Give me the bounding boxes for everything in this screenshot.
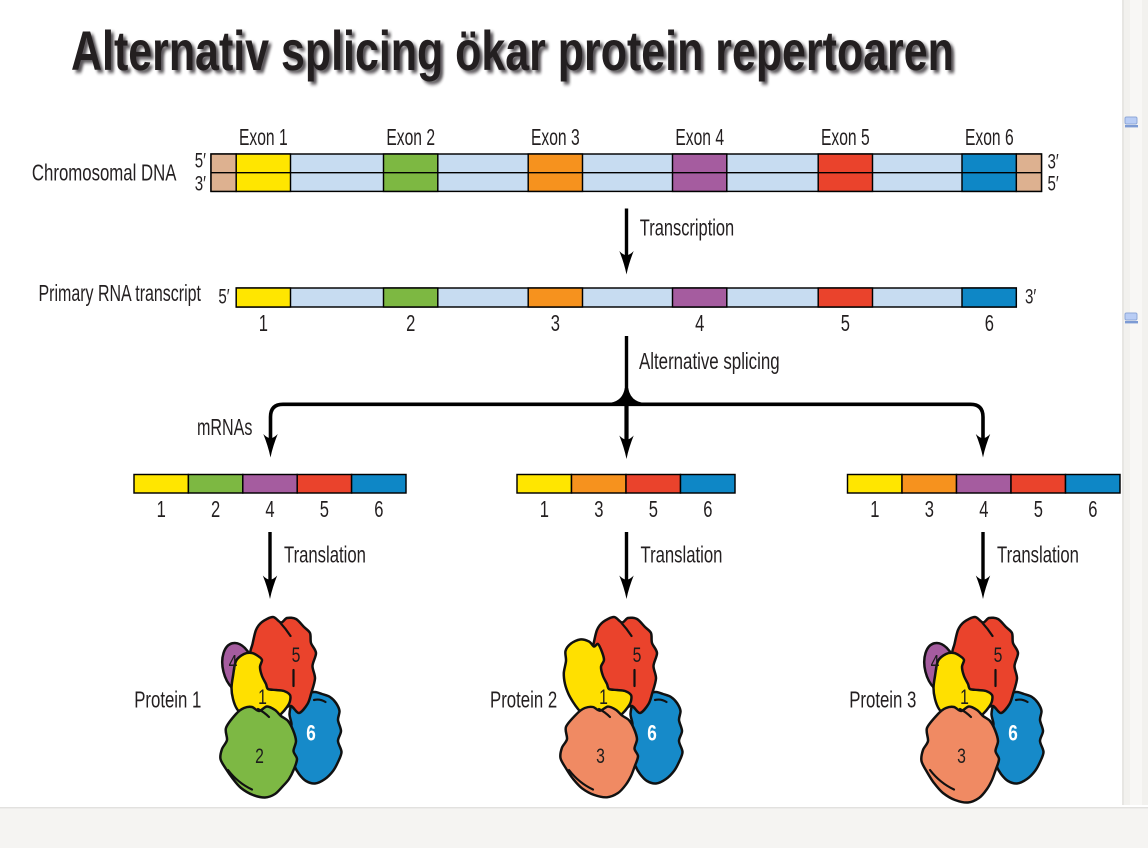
svg-text:Chromosomal DNA: Chromosomal DNA — [32, 161, 177, 186]
svg-text:6: 6 — [306, 722, 316, 747]
svg-text:3: 3 — [957, 744, 966, 768]
svg-text:2: 2 — [255, 744, 264, 768]
svg-text:3: 3 — [551, 311, 560, 336]
svg-text:5: 5 — [1034, 497, 1043, 522]
svg-text:4: 4 — [979, 497, 988, 522]
svg-text:5: 5 — [633, 643, 642, 667]
svg-text:Protein 1: Protein 1 — [134, 688, 201, 713]
svg-text:1: 1 — [259, 311, 268, 336]
svg-text:5: 5 — [841, 311, 850, 336]
svg-text:6: 6 — [1008, 722, 1018, 747]
svg-text:Primary RNA transcript: Primary RNA transcript — [39, 281, 202, 307]
svg-text:Exon 3: Exon 3 — [531, 125, 580, 151]
svg-text:1: 1 — [870, 497, 879, 522]
svg-text:3′: 3′ — [1048, 149, 1060, 173]
svg-text:Exon 4: Exon 4 — [675, 125, 724, 151]
svg-text:3: 3 — [596, 744, 605, 768]
svg-text:Transcription: Transcription — [640, 216, 734, 241]
svg-text:1: 1 — [157, 497, 166, 522]
svg-text:Protein 2: Protein 2 — [490, 688, 557, 713]
svg-text:Alternativ splicing ökar prote: Alternativ splicing ökar protein reperto… — [74, 23, 957, 86]
svg-text:4: 4 — [695, 311, 704, 336]
svg-text:4: 4 — [931, 650, 940, 674]
svg-text:Translation: Translation — [284, 543, 366, 568]
svg-text:3′: 3′ — [195, 171, 207, 195]
svg-text:5: 5 — [292, 643, 301, 667]
svg-text:5: 5 — [994, 643, 1003, 667]
svg-text:1: 1 — [540, 497, 549, 522]
svg-text:4: 4 — [265, 497, 274, 522]
svg-text:6: 6 — [703, 497, 712, 522]
svg-text:Exon 6: Exon 6 — [965, 125, 1014, 151]
svg-text:6: 6 — [985, 311, 994, 336]
svg-text:Alternative splicing: Alternative splicing — [639, 350, 780, 375]
svg-text:5: 5 — [320, 497, 329, 522]
svg-text:4: 4 — [229, 650, 238, 674]
svg-text:5: 5 — [649, 497, 658, 522]
svg-text:5′: 5′ — [218, 284, 230, 308]
svg-text:1: 1 — [960, 685, 969, 709]
svg-text:3: 3 — [925, 497, 934, 522]
svg-text:3′: 3′ — [1025, 284, 1037, 308]
svg-text:Alternativ splicing ökar prote: Alternativ splicing ökar protein reperto… — [71, 20, 954, 83]
svg-text:mRNAs: mRNAs — [197, 415, 252, 440]
svg-text:2: 2 — [406, 311, 415, 336]
svg-text:6: 6 — [374, 497, 383, 522]
svg-text:Exon 5: Exon 5 — [821, 125, 870, 151]
svg-text:2: 2 — [211, 497, 220, 522]
svg-text:1: 1 — [599, 685, 608, 709]
svg-text:3: 3 — [594, 497, 603, 522]
svg-text:5′: 5′ — [1048, 171, 1060, 195]
svg-text:Translation: Translation — [641, 543, 723, 568]
svg-text:5′: 5′ — [195, 148, 207, 172]
svg-text:6: 6 — [1088, 497, 1097, 522]
svg-text:1: 1 — [258, 685, 267, 709]
svg-text:Protein 3: Protein 3 — [849, 688, 916, 713]
svg-text:6: 6 — [647, 722, 657, 747]
svg-text:Exon 2: Exon 2 — [386, 125, 435, 151]
svg-text:Translation: Translation — [997, 543, 1079, 568]
svg-text:Exon 1: Exon 1 — [239, 125, 288, 151]
